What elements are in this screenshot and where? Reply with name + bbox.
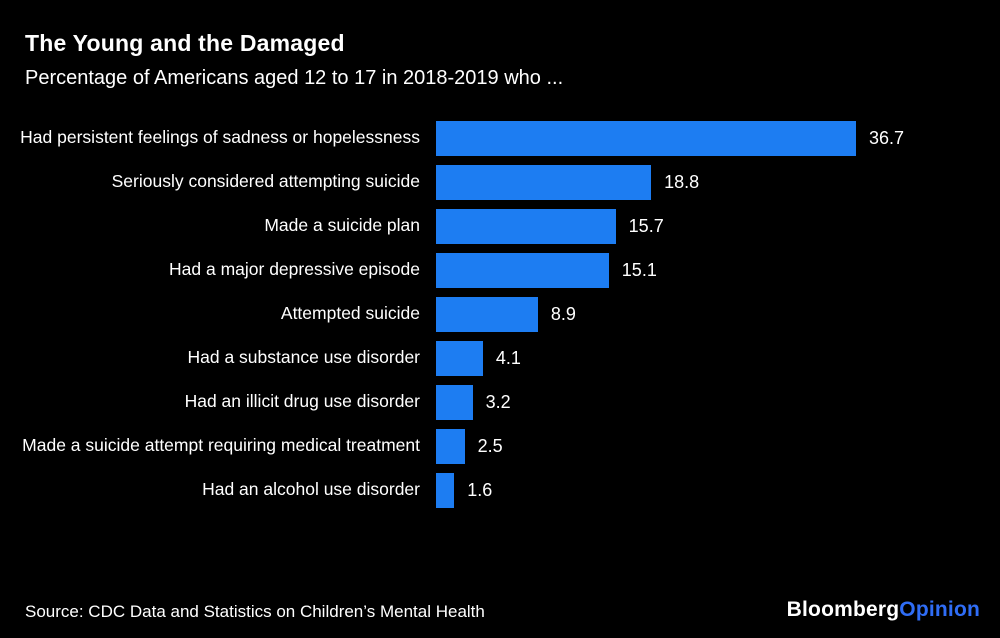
chart-row: Had an alcohol use disorder 1.6 — [0, 468, 1000, 512]
bar — [436, 208, 616, 244]
bar-area: 1.6 — [436, 472, 1000, 508]
chart-row: Had a substance use disorder 4.1 — [0, 336, 1000, 380]
bar-area: 15.7 — [436, 208, 1000, 244]
category-label: Had a substance use disorder — [187, 347, 421, 368]
bar — [436, 120, 856, 156]
chart-header: The Young and the Damaged Percentage of … — [0, 0, 1000, 90]
chart-footer: Source: CDC Data and Statistics on Child… — [25, 598, 980, 622]
bar-area: 18.8 — [436, 164, 1000, 200]
logo-bloomberg-text: Bloomberg — [786, 598, 900, 621]
category-label: Attempted suicide — [280, 303, 420, 324]
value-label: 2.5 — [477, 435, 503, 456]
source-note: Source: CDC Data and Statistics on Child… — [25, 602, 485, 621]
bar — [436, 164, 652, 200]
chart-row: Had a major depressive episode 15.1 — [0, 248, 1000, 292]
value-label: 8.9 — [550, 303, 576, 324]
value-label: 36.7 — [869, 127, 905, 148]
logo-opinion-text: Opinion — [899, 598, 980, 621]
chart-row: Made a suicide plan 15.7 — [0, 204, 1000, 248]
category-label: Had persistent feelings of sadness or ho… — [20, 127, 420, 148]
chart-row: Seriously considered attempting suicide 1… — [0, 160, 1000, 204]
category-label: Seriously considered attempting suicide — [111, 171, 420, 192]
chart-title: The Young and the Damaged — [25, 30, 345, 56]
category-label: Had an illicit drug use disorder — [184, 391, 420, 412]
bar — [436, 340, 483, 376]
category-label: Made a suicide attempt requiring medical… — [22, 435, 420, 456]
bar — [436, 472, 455, 508]
category-label: Had an alcohol use disorder — [202, 479, 420, 500]
value-label: 15.7 — [628, 215, 664, 236]
value-label: 1.6 — [467, 479, 493, 500]
bar-area: 8.9 — [436, 296, 1000, 332]
value-label: 15.1 — [621, 259, 657, 280]
bar — [436, 384, 473, 420]
bar-area: 15.1 — [436, 252, 1000, 288]
bar-area: 4.1 — [436, 340, 1000, 376]
bar — [436, 252, 609, 288]
bar — [436, 428, 465, 464]
chart-row: Had an illicit drug use disorder 3.2 — [0, 380, 1000, 424]
chart-row: Attempted suicide 8.9 — [0, 292, 1000, 336]
bar-area: 36.7 — [436, 120, 1000, 156]
category-label: Had a major depressive episode — [169, 259, 420, 280]
chart-row: Made a suicide attempt requiring medical… — [0, 424, 1000, 468]
bar-area: 3.2 — [436, 384, 1000, 420]
bar-chart: Had persistent feelings of sadness or ho… — [0, 116, 1000, 512]
category-label: Made a suicide plan — [264, 215, 420, 236]
chart-subtitle: Percentage of Americans aged 12 to 17 in… — [25, 67, 564, 89]
value-label: 18.8 — [664, 171, 700, 192]
bloomberg-opinion-logo: BloombergOpinion — [787, 598, 980, 622]
value-label: 3.2 — [485, 391, 511, 412]
chart-row: Had persistent feelings of sadness or ho… — [0, 116, 1000, 160]
bar-area: 2.5 — [436, 428, 1000, 464]
value-label: 4.1 — [495, 347, 521, 368]
bar — [436, 296, 538, 332]
chart-rows: Had persistent feelings of sadness or ho… — [0, 116, 1000, 512]
